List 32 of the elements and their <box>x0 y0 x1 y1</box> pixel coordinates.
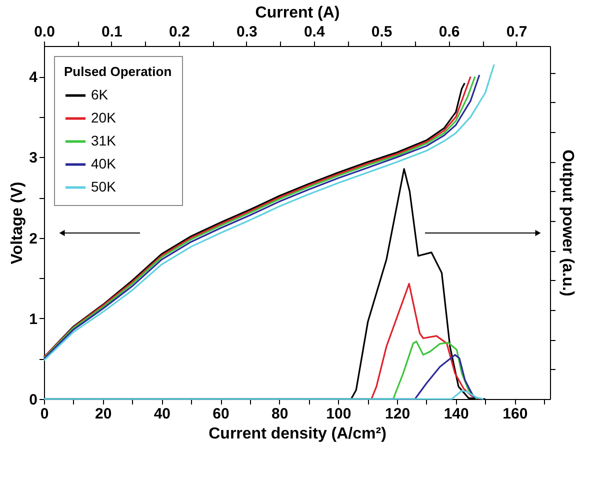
x-tick-label: 160 <box>502 406 528 422</box>
legend-label: 31K <box>91 132 117 148</box>
x2-tick-label: 0.1 <box>102 24 122 40</box>
x2-tick-label: 0.3 <box>236 24 258 40</box>
x-tick-label: 100 <box>326 406 352 422</box>
legend-label: 20K <box>91 110 117 126</box>
y-axis-title: Output power (a.u.) <box>559 150 576 296</box>
legend-label: 6K <box>91 86 109 102</box>
x-tick-label: 80 <box>272 406 288 422</box>
x2-tick-label: 0.2 <box>169 24 190 40</box>
x-tick-label: 120 <box>385 406 410 422</box>
x2-tick-label: 0.5 <box>371 24 392 40</box>
y-axis-title: Voltage (V) <box>9 182 26 264</box>
x-tick-label: 140 <box>444 406 469 422</box>
x2-axis-title: Current (A) <box>255 4 340 22</box>
x2-tick-label: 0.7 <box>506 24 528 40</box>
x2-tick-label: 0.4 <box>304 24 326 40</box>
x-tick-label: 20 <box>94 406 112 422</box>
x2-tick-label: 0.6 <box>438 24 460 40</box>
x-tick-label: 40 <box>154 406 171 422</box>
x2-tick-label: 0.0 <box>34 24 55 40</box>
legend-title: Pulsed Operation <box>64 64 172 79</box>
x-axis-title: Current density (A/cm²) <box>208 426 386 442</box>
legend-label: 40K <box>91 156 117 172</box>
x-tick-label: 60 <box>212 406 230 422</box>
x-tick-label: 0 <box>40 406 49 422</box>
y-tick-label: 2 <box>29 230 38 248</box>
legend-label: 50K <box>91 178 117 194</box>
y-tick-label: 0 <box>29 392 38 408</box>
y-tick-label: 4 <box>29 69 38 86</box>
y-tick-label: 1 <box>29 310 38 328</box>
y-tick-label: 3 <box>29 150 38 167</box>
